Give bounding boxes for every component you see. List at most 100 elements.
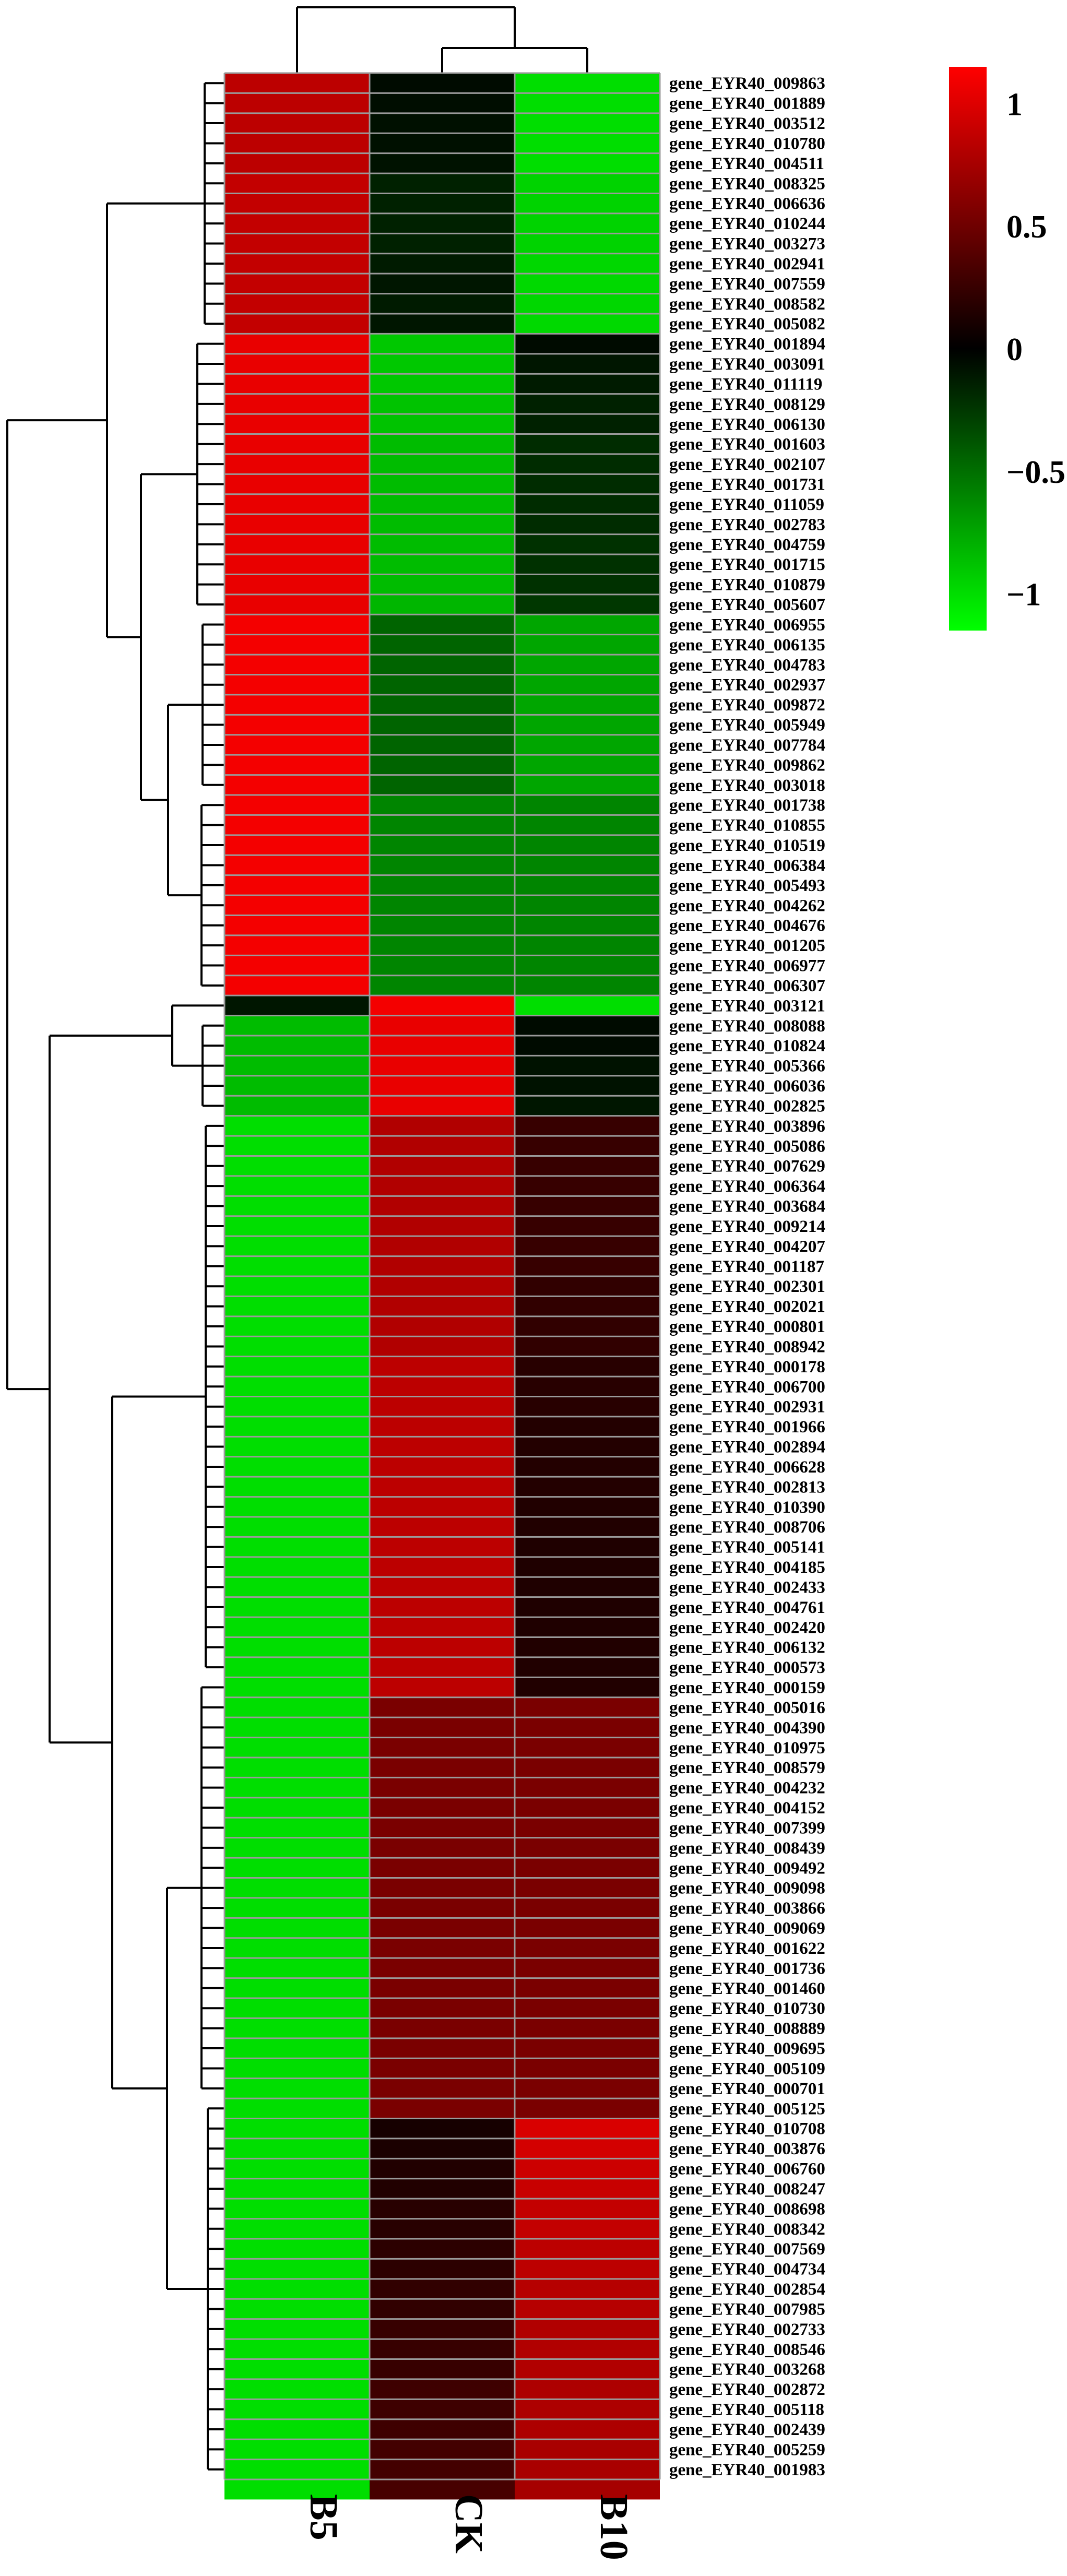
gene-label: gene_EYR40_004761 bbox=[669, 1598, 825, 1617]
colorbar-tick-label: −1 bbox=[1006, 577, 1041, 613]
heatmap-cell bbox=[370, 2339, 515, 2359]
heatmap-cell bbox=[515, 975, 660, 996]
gene-label: gene_EYR40_011059 bbox=[669, 495, 824, 514]
heatmap-cell bbox=[224, 2319, 370, 2340]
gene-label: gene_EYR40_004207 bbox=[669, 1237, 825, 1256]
heatmap-cell bbox=[515, 915, 660, 935]
gene-label: gene_EYR40_010708 bbox=[669, 2120, 825, 2139]
heatmap-cell bbox=[224, 274, 370, 294]
gene-label: gene_EYR40_003273 bbox=[669, 235, 825, 254]
heatmap-cell bbox=[370, 2439, 515, 2460]
heatmap-cell bbox=[224, 1998, 370, 2019]
gene-label: gene_EYR40_001966 bbox=[669, 1418, 825, 1437]
heatmap-cell bbox=[370, 755, 515, 775]
column-label: CK bbox=[447, 2494, 491, 2554]
gene-label: gene_EYR40_003018 bbox=[669, 776, 825, 795]
heatmap-cell bbox=[370, 995, 515, 1016]
heatmap-cell bbox=[515, 2459, 660, 2479]
gene-label: gene_EYR40_008579 bbox=[669, 1759, 825, 1777]
heatmap-cell bbox=[224, 1316, 370, 1337]
gene-label: gene_EYR40_006307 bbox=[669, 977, 825, 995]
heatmap-cell bbox=[370, 2379, 515, 2400]
gene-label: gene_EYR40_009695 bbox=[669, 2039, 825, 2058]
gene-label: gene_EYR40_003896 bbox=[669, 1117, 825, 1136]
heatmap-cell bbox=[370, 594, 515, 615]
gene-label: gene_EYR40_001715 bbox=[669, 555, 825, 574]
gene-label: gene_EYR40_003121 bbox=[669, 996, 825, 1015]
gene-label: gene_EYR40_006955 bbox=[669, 615, 825, 634]
heatmap-cell bbox=[370, 1978, 515, 1998]
column-label: B5 bbox=[302, 2494, 346, 2541]
heatmap-cell bbox=[224, 1015, 370, 1036]
heatmap-cell bbox=[515, 1296, 660, 1316]
heatmap-cell bbox=[515, 233, 660, 254]
heatmap-cell bbox=[370, 2058, 515, 2079]
heatmap-cell bbox=[224, 1036, 370, 1056]
heatmap-cell bbox=[224, 314, 370, 334]
heatmap-cell bbox=[370, 334, 515, 354]
heatmap-cell bbox=[224, 153, 370, 174]
gene-label: gene_EYR40_008582 bbox=[669, 295, 825, 314]
heatmap-cell bbox=[370, 1637, 515, 1657]
gene-label: gene_EYR40_005016 bbox=[669, 1699, 825, 1717]
heatmap-cell bbox=[370, 2359, 515, 2379]
heatmap-cell bbox=[224, 1216, 370, 1237]
gene-label: gene_EYR40_008342 bbox=[669, 2220, 825, 2239]
heatmap-cell bbox=[370, 1456, 515, 1477]
gene-label: gene_EYR40_007985 bbox=[669, 2300, 825, 2319]
heatmap-cell bbox=[370, 1416, 515, 1437]
heatmap-cell bbox=[370, 1437, 515, 1457]
gene-label: gene_EYR40_008698 bbox=[669, 2200, 825, 2218]
heatmap-cell bbox=[515, 2118, 660, 2139]
heatmap-cell bbox=[370, 875, 515, 896]
heatmap-cell bbox=[370, 253, 515, 274]
gene-label: gene_EYR40_002733 bbox=[669, 2320, 825, 2339]
heatmap-cell bbox=[515, 875, 660, 896]
heatmap-cell bbox=[224, 1958, 370, 1978]
heatmap-cell bbox=[370, 1316, 515, 1337]
heatmap-cell bbox=[515, 2178, 660, 2199]
heatmap-cell bbox=[370, 1657, 515, 1678]
heatmap-cell bbox=[515, 1938, 660, 1958]
heatmap-cell bbox=[370, 454, 515, 474]
heatmap-cell bbox=[224, 1256, 370, 1276]
heatmap-cell bbox=[224, 1938, 370, 1958]
heatmap-cell bbox=[224, 2379, 370, 2400]
gene-label: gene_EYR40_003268 bbox=[669, 2360, 825, 2379]
heatmap-cell bbox=[224, 1236, 370, 1256]
gene-label: gene_EYR40_009863 bbox=[669, 74, 825, 93]
heatmap-cell bbox=[370, 1677, 515, 1697]
heatmap-cell bbox=[224, 213, 370, 234]
heatmap-cell bbox=[370, 514, 515, 535]
heatmap-cell bbox=[515, 634, 660, 655]
heatmap-cell bbox=[515, 1276, 660, 1297]
heatmap-cell bbox=[224, 2239, 370, 2259]
gene-label: gene_EYR40_005141 bbox=[669, 1538, 825, 1557]
heatmap-cell bbox=[224, 534, 370, 554]
heatmap-cell bbox=[515, 2379, 660, 2400]
heatmap-cell bbox=[515, 1878, 660, 1898]
gene-label: gene_EYR40_009214 bbox=[669, 1217, 825, 1236]
heatmap-cell bbox=[370, 1055, 515, 1076]
heatmap-cell bbox=[370, 1958, 515, 1978]
color-legend: 1 0.5 0 −0.5 −1 bbox=[949, 67, 1065, 631]
heatmap-cell bbox=[515, 655, 660, 675]
gene-label: gene_EYR40_004232 bbox=[669, 1779, 825, 1798]
heatmap-cell bbox=[515, 1096, 660, 1116]
heatmap-cell bbox=[224, 1196, 370, 1216]
heatmap-cell bbox=[370, 374, 515, 394]
heatmap-cell bbox=[224, 835, 370, 856]
gene-label: gene_EYR40_005125 bbox=[669, 2099, 825, 2118]
heatmap-cell bbox=[515, 1196, 660, 1216]
heatmap-cell bbox=[515, 414, 660, 434]
heatmap-cell bbox=[370, 2078, 515, 2099]
heatmap-cell bbox=[515, 1036, 660, 1056]
gene-label: gene_EYR40_003876 bbox=[669, 2140, 825, 2158]
heatmap-cell bbox=[515, 293, 660, 314]
heatmap-cell bbox=[515, 694, 660, 715]
heatmap-cell bbox=[515, 1416, 660, 1437]
heatmap-cell bbox=[515, 1717, 660, 1738]
heatmap-cell bbox=[224, 1978, 370, 1998]
heatmap-cell bbox=[515, 755, 660, 775]
heatmap-cell bbox=[515, 1577, 660, 1597]
